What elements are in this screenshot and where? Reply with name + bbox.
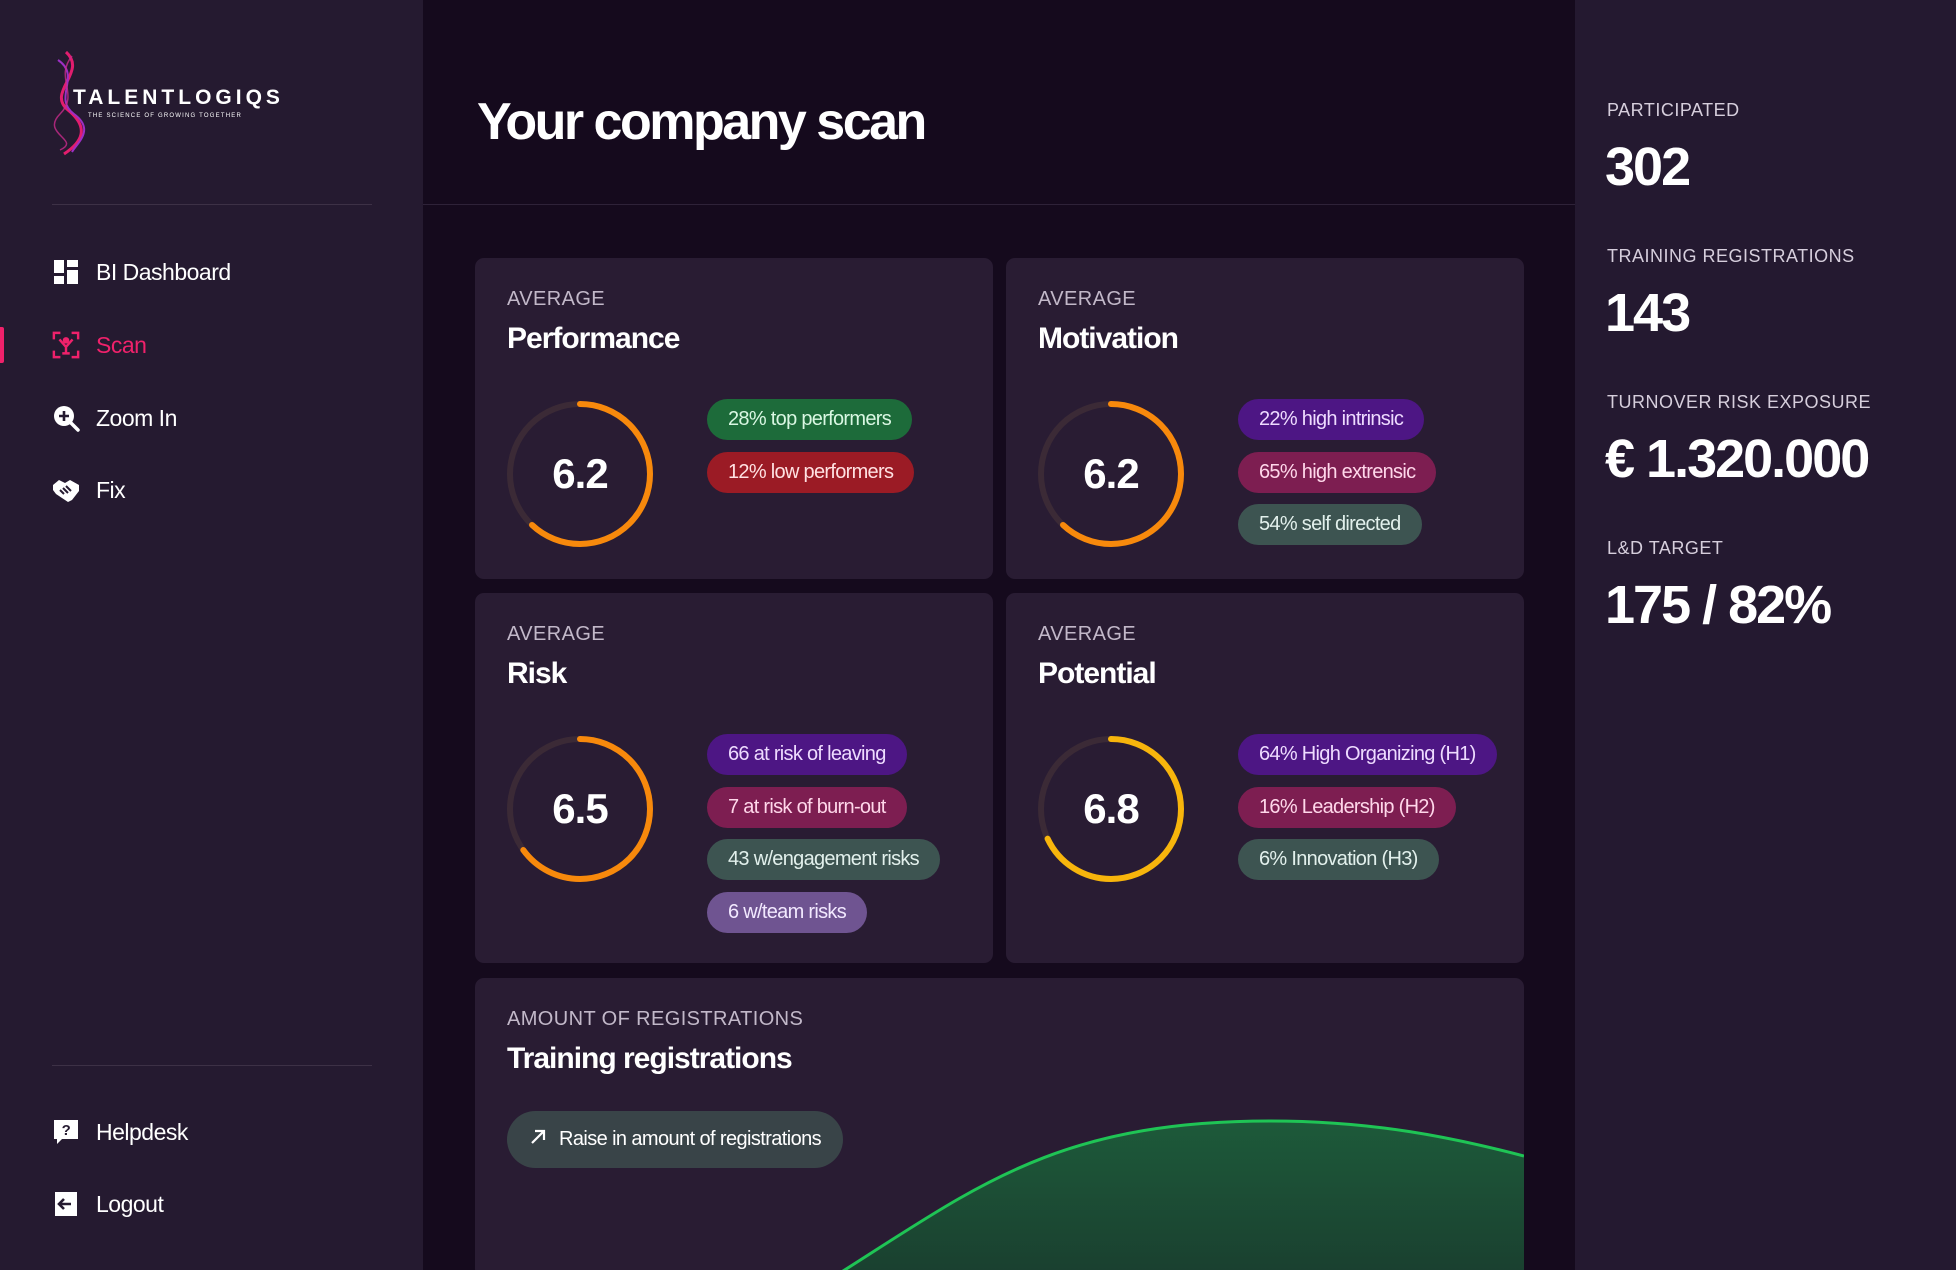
high-intrinsic-badge[interactable]: 22% high intrinsic xyxy=(1238,399,1425,440)
card-kicker: AVERAGE xyxy=(1038,288,1137,310)
brand-name: TALENTLOGIQS xyxy=(73,86,284,109)
handshake-icon xyxy=(52,476,80,504)
team-risks-badge[interactable]: 6 w/team risks xyxy=(707,892,868,933)
engagement-risks-badge[interactable]: 43 w/engagement risks xyxy=(707,839,940,880)
raise-registrations-button[interactable]: Raise in amount of registrations xyxy=(507,1111,844,1168)
card-kicker: AVERAGE xyxy=(507,623,606,645)
performance-card: AVERAGE Performance 6.2 28% top performe… xyxy=(475,258,993,579)
registrations-area xyxy=(844,1121,1524,1270)
high-extrensic-badge[interactable]: 65% high extrensic xyxy=(1238,452,1437,493)
nav-item-logout[interactable]: Logout xyxy=(52,1182,372,1226)
card-title: Potential xyxy=(1038,657,1157,690)
registrations-area-chart xyxy=(841,1119,1524,1270)
zoom-in-icon xyxy=(52,404,80,432)
nav-label: Helpdesk xyxy=(96,1118,188,1145)
high-organizing-badge[interactable]: 64% High Organizing (H1) xyxy=(1238,734,1497,775)
training-registrations-card: AMOUNT OF REGISTRATIONS Training registr… xyxy=(475,978,1524,1270)
leadership-badge[interactable]: 16% Leadership (H2) xyxy=(1238,787,1456,828)
grid-icon xyxy=(52,258,80,286)
card-title: Training registrations xyxy=(507,1042,793,1075)
stat-label-training-registrations: TRAINING REGISTRATIONS xyxy=(1607,246,1855,266)
stat-value-participated: 302 xyxy=(1605,137,1691,197)
nav-item-fix[interactable]: Fix xyxy=(52,468,372,512)
card-title: Motivation xyxy=(1038,322,1179,355)
nav-item-zoom-in[interactable]: Zoom In xyxy=(52,396,372,440)
motivation-gauge: 6.2 xyxy=(1036,399,1186,549)
stat-label-participated: PARTICIPATED xyxy=(1607,100,1740,120)
sidebar-divider xyxy=(52,204,372,205)
performance-gauge: 6.2 xyxy=(505,399,655,549)
cta-label: Raise in amount of registrations xyxy=(559,1128,822,1150)
arrow-up-right-icon xyxy=(529,1128,547,1152)
risk-of-leaving-badge[interactable]: 66 at risk of leaving xyxy=(707,734,907,775)
page-header: Your company scan xyxy=(423,0,1575,205)
risk-of-burnout-badge[interactable]: 7 at risk of burn-out xyxy=(707,787,907,828)
nav-label: Scan xyxy=(96,331,147,358)
nav-label: Zoom In xyxy=(96,404,177,431)
sidebar: TALENTLOGIQS THE SCIENCE OF GROWING TOGE… xyxy=(0,0,423,1270)
gauge-value: 6.2 xyxy=(1083,450,1139,497)
stat-value-turnover-risk: € 1.320.000 xyxy=(1605,429,1870,489)
brand-logo[interactable]: TALENTLOGIQS THE SCIENCE OF GROWING TOGE… xyxy=(52,50,292,156)
risk-gauge: 6.5 xyxy=(505,734,655,884)
risk-card: AVERAGE Risk 6.5 66 at risk of leaving 7… xyxy=(475,593,993,963)
nav-label: Logout xyxy=(96,1190,164,1217)
gauge-value: 6.8 xyxy=(1083,785,1139,832)
nav-item-scan[interactable]: Scan xyxy=(52,323,372,367)
nav-item-helpdesk[interactable]: ? Helpdesk xyxy=(52,1110,372,1154)
stats-panel: PARTICIPATED 302 TRAINING REGISTRATIONS … xyxy=(1575,0,1956,1270)
registrations-line xyxy=(841,1119,1524,1270)
stat-label-ld-target: L&D TARGET xyxy=(1607,538,1724,558)
card-kicker: AVERAGE xyxy=(1038,623,1137,645)
dna-helix-icon xyxy=(53,50,86,156)
stat-value-training-registrations: 143 xyxy=(1605,283,1691,343)
self-directed-badge[interactable]: 54% self directed xyxy=(1238,504,1422,545)
top-performers-badge[interactable]: 28% top performers xyxy=(707,399,913,440)
nav-item-bi-dashboard[interactable]: BI Dashboard xyxy=(52,250,372,294)
innovation-badge[interactable]: 6% Innovation (H3) xyxy=(1238,839,1439,880)
nav-label: BI Dashboard xyxy=(96,258,231,285)
stat-value-ld-target: 175 / 82% xyxy=(1605,575,1832,635)
gauge-value: 6.5 xyxy=(552,785,608,832)
page-title: Your company scan xyxy=(477,93,927,151)
logout-icon xyxy=(52,1190,80,1218)
motivation-card: AVERAGE Motivation 6.2 22% high intrinsi… xyxy=(1006,258,1524,579)
help-icon: ? xyxy=(52,1118,80,1146)
card-kicker: AMOUNT OF REGISTRATIONS xyxy=(507,1008,804,1030)
nav-label: Fix xyxy=(96,476,126,503)
card-kicker: AVERAGE xyxy=(507,288,606,310)
gauge-value: 6.2 xyxy=(552,450,608,497)
low-performers-badge[interactable]: 12% low performers xyxy=(707,452,915,493)
potential-gauge: 6.8 xyxy=(1036,734,1186,884)
active-nav-indicator xyxy=(0,327,4,363)
brand-tagline: THE SCIENCE OF GROWING TOGETHER xyxy=(88,113,242,119)
sidebar-footer-divider xyxy=(52,1065,372,1066)
card-title: Risk xyxy=(507,657,567,690)
stat-label-turnover-risk: TURNOVER RISK EXPOSURE xyxy=(1607,392,1872,412)
scan-person-icon xyxy=(52,331,80,359)
svg-text:?: ? xyxy=(62,1122,71,1139)
potential-card: AVERAGE Potential 6.8 64% High Organizin… xyxy=(1006,593,1524,963)
card-title: Performance xyxy=(507,322,680,355)
